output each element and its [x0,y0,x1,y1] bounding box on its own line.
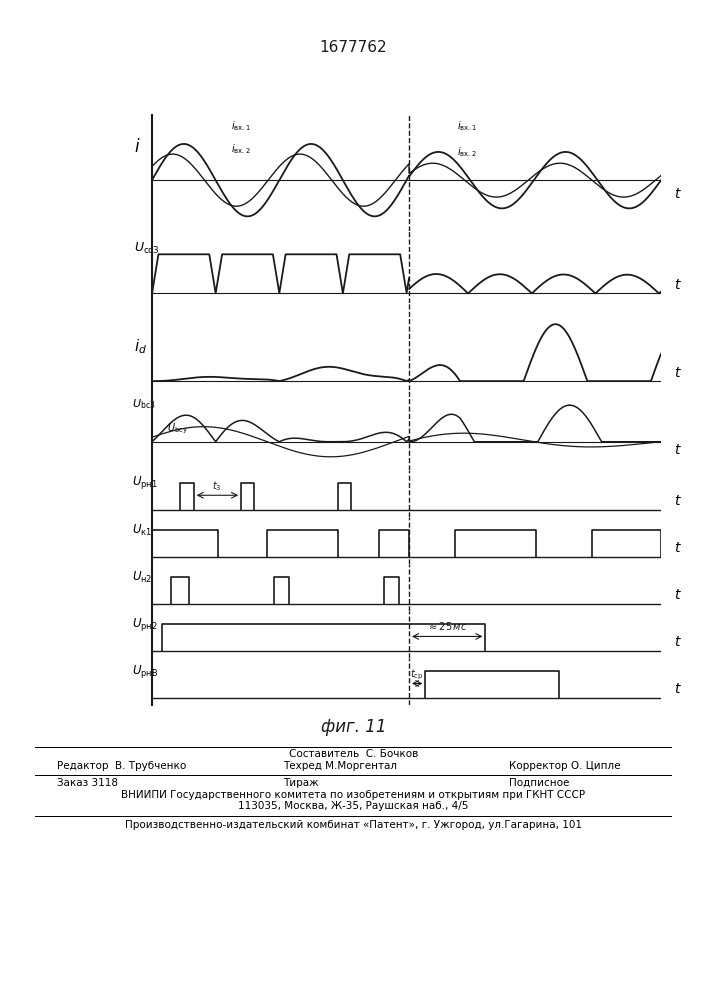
Text: $U_{\rm рн2}$: $U_{\rm рн2}$ [132,616,157,633]
Text: $t$: $t$ [674,682,682,696]
Text: Техред М.Моргентал: Техред М.Моргентал [283,761,397,771]
Text: 1677762: 1677762 [320,40,387,55]
Text: Корректор О. Ципле: Корректор О. Ципле [509,761,621,771]
Text: ВНИИПИ Государственного комитета по изобретениям и открытиям при ГКНТ СССР: ВНИИПИ Государственного комитета по изоб… [122,790,585,800]
Text: $t$: $t$ [674,494,682,508]
Text: $i_{\rm вх.1}$: $i_{\rm вх.1}$ [231,119,251,133]
Text: $U_{\rm bc3}$: $U_{\rm bc3}$ [132,398,156,411]
Text: Заказ 3118: Заказ 3118 [57,778,117,788]
Text: $U_{\rm рн1}$: $U_{\rm рн1}$ [132,474,158,491]
Text: $t$: $t$ [674,187,682,201]
Text: фиг. 11: фиг. 11 [321,718,386,736]
Text: $t_{\rm ср}$: $t_{\rm ср}$ [411,667,424,682]
Text: $U_{\rm cc3}$: $U_{\rm cc3}$ [134,241,160,256]
Text: $U_{\rm к1}$: $U_{\rm к1}$ [132,522,152,538]
Text: $i$: $i$ [134,138,141,156]
Text: $i_d$: $i_d$ [134,337,147,356]
Text: $U_{\rm н2}$: $U_{\rm н2}$ [132,569,152,585]
Text: $t$: $t$ [674,635,682,649]
Text: $t$: $t$ [674,443,682,457]
Text: Тираж: Тираж [283,778,318,788]
Text: $U_{\rm bcy}$: $U_{\rm bcy}$ [168,421,188,436]
Text: $i_{\rm вх.2}$: $i_{\rm вх.2}$ [231,142,251,156]
Text: 113035, Москва, Ж-35, Раушская наб., 4/5: 113035, Москва, Ж-35, Раушская наб., 4/5 [238,801,469,811]
Text: $\approx 25\,мс$: $\approx 25\,мс$ [427,620,467,632]
Text: $i_{\rm вх.2}$: $i_{\rm вх.2}$ [457,146,477,159]
Text: Редактор  В. Трубченко: Редактор В. Трубченко [57,761,186,771]
Text: $t$: $t$ [674,541,682,555]
Text: $t$: $t$ [674,588,682,602]
Text: $U_{\rm рнВ}$: $U_{\rm рнВ}$ [132,663,158,680]
Text: $t_3$: $t_3$ [212,479,222,493]
Text: Составитель  С. Бочков: Составитель С. Бочков [289,749,418,759]
Text: $t$: $t$ [674,278,682,292]
Text: Подписное: Подписное [509,778,569,788]
Text: $i_{\rm вх.1}$: $i_{\rm вх.1}$ [457,119,477,133]
Text: Производственно-издательский комбинат «Патент», г. Ужгород, ул.Гагарина, 101: Производственно-издательский комбинат «П… [125,820,582,830]
Text: $t$: $t$ [674,366,682,380]
